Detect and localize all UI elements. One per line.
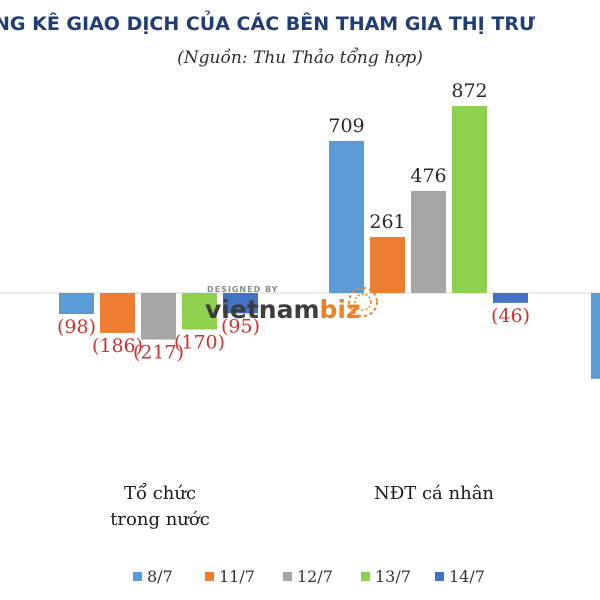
data-label-13-7-cat0: (170) bbox=[174, 331, 225, 353]
category-label-1: NĐT cá nhân bbox=[374, 483, 494, 504]
legend: 8/7 11/7 12/7 13/7 14/7 bbox=[133, 567, 485, 586]
watermark-brand-b: biz bbox=[320, 295, 361, 324]
legend-swatch-11-7 bbox=[205, 572, 214, 581]
legend-label-8-7: 8/7 bbox=[147, 567, 173, 586]
legend-item-11-7: 11/7 bbox=[205, 567, 255, 586]
value-label-group: (98) 709 (3 (186) 261 (217) 476 (170) 872 (95) (46… bbox=[57, 80, 600, 403]
legend-label-12-7: 12/7 bbox=[297, 567, 333, 586]
legend-swatch-13-7 bbox=[361, 572, 370, 581]
legend-item-14-7: 14/7 bbox=[435, 567, 485, 586]
bar-13-7-cat0 bbox=[182, 293, 217, 330]
data-label-12-7-cat0: (217) bbox=[133, 342, 184, 364]
data-label-11-7-cat0: (186) bbox=[92, 335, 143, 357]
data-label-12-7-cat1: 476 bbox=[410, 165, 446, 187]
legend-swatch-12-7 bbox=[283, 572, 292, 581]
bar-12-7-cat1 bbox=[411, 190, 446, 293]
legend-item-13-7: 13/7 bbox=[361, 567, 411, 586]
chart-subtitle: (Nguồn: Thu Thảo tổng hợp) bbox=[177, 48, 423, 68]
category-label-0: Tổ chức trong nước bbox=[110, 482, 210, 530]
bar-group bbox=[59, 106, 600, 379]
data-label-11-7-cat1: 261 bbox=[369, 211, 405, 233]
legend-swatch-8-7 bbox=[133, 572, 142, 581]
watermark-brand-a: vietnam bbox=[205, 295, 320, 324]
bar-8-7-cat0 bbox=[59, 293, 94, 315]
watermark-logo: vietnambiz bbox=[205, 295, 361, 324]
legend-label-13-7: 13/7 bbox=[375, 567, 411, 586]
watermark-flower-icon bbox=[348, 287, 378, 317]
category-label-group: Tổ chức trong nước NĐT cá nhân bbox=[110, 482, 494, 530]
bar-8-7-cat1 bbox=[329, 140, 364, 293]
legend-label-14-7: 14/7 bbox=[449, 567, 485, 586]
data-label-14-7-cat0: (95) bbox=[221, 315, 260, 337]
watermark: DESIGNED BY vietnambiz bbox=[205, 285, 378, 324]
bar-14-7-cat1 bbox=[493, 293, 528, 303]
data-label-8-7-cat1: 709 bbox=[328, 115, 364, 137]
bar-8-7-cat2 bbox=[591, 293, 600, 379]
data-label-14-7-cat1: (46) bbox=[491, 305, 530, 327]
legend-swatch-14-7 bbox=[435, 572, 444, 581]
legend-item-12-7: 12/7 bbox=[283, 567, 333, 586]
bar-12-7-cat0 bbox=[141, 293, 176, 340]
bar-11-7-cat0 bbox=[100, 293, 135, 333]
bar-14-7-cat0 bbox=[223, 293, 258, 314]
data-label-8-7-cat2: (3 bbox=[599, 381, 600, 403]
data-label-8-7-cat0: (98) bbox=[57, 316, 96, 338]
bar-11-7-cat1 bbox=[370, 237, 405, 293]
watermark-caption: DESIGNED BY bbox=[207, 285, 278, 294]
legend-item-8-7: 8/7 bbox=[133, 567, 173, 586]
legend-label-11-7: 11/7 bbox=[219, 567, 255, 586]
bar-13-7-cat1 bbox=[452, 106, 487, 293]
chart-title: NG KÊ GIAO DỊCH CỦA CÁC BÊN THAM GIA THỊ… bbox=[0, 10, 535, 35]
data-label-13-7-cat1: 872 bbox=[451, 80, 487, 102]
